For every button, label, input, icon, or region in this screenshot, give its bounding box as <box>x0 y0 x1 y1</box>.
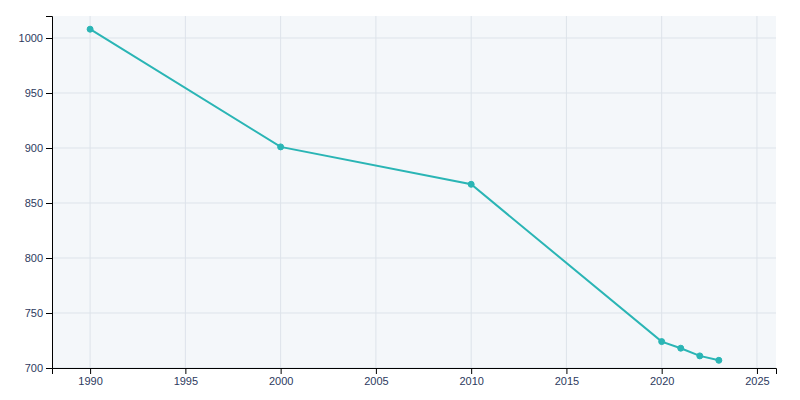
tick-mark <box>376 368 377 374</box>
grid-line <box>52 203 776 204</box>
grid-line <box>280 16 281 368</box>
grid-line <box>566 16 567 368</box>
grid-line <box>185 16 186 368</box>
marks <box>87 26 722 363</box>
grid-line <box>52 93 776 94</box>
tick-label: 700 <box>25 362 43 374</box>
tick: 2020 <box>650 368 674 387</box>
tick: 2000 <box>269 368 293 387</box>
tick: 800 <box>25 252 52 264</box>
tick: 2015 <box>555 368 579 387</box>
tick-label: 2025 <box>745 375 769 387</box>
grid-line <box>471 16 472 368</box>
grid <box>52 16 776 368</box>
tick-mark <box>46 93 52 94</box>
tick: 2005 <box>364 368 388 387</box>
point <box>87 26 93 32</box>
point <box>659 339 665 345</box>
grid-line <box>756 16 757 368</box>
grid-line <box>52 258 776 259</box>
tick-mark <box>90 368 91 374</box>
tick-label: 900 <box>25 142 43 154</box>
tick-label: 1000 <box>19 32 43 44</box>
line <box>90 29 719 360</box>
tick: 850 <box>25 197 52 209</box>
grid-line <box>90 16 91 368</box>
point <box>697 353 703 359</box>
tick-label: 1990 <box>78 375 102 387</box>
tick-mark <box>662 368 663 374</box>
tick-label: 2015 <box>555 375 579 387</box>
plot-background <box>52 16 776 368</box>
tick-mark <box>185 368 186 374</box>
tick-mark <box>46 368 52 369</box>
point <box>678 345 684 351</box>
tick: 950 <box>25 87 52 99</box>
plot: 1990 1995 2000 2005 2010 2015 2020 2025 700 750 80… <box>19 16 777 387</box>
point <box>468 181 474 187</box>
tick-label: 950 <box>25 87 43 99</box>
tick-label: 2000 <box>269 375 293 387</box>
tick: 750 <box>25 307 52 319</box>
grid-line <box>375 16 376 368</box>
tick-mark <box>757 368 758 374</box>
tick-mark <box>471 368 472 374</box>
tick: 1995 <box>174 368 198 387</box>
tick-mark <box>46 258 52 259</box>
tick: 2010 <box>459 368 483 387</box>
tick: 700 <box>25 362 52 374</box>
grid-line <box>52 148 776 149</box>
tick-mark <box>46 38 52 39</box>
tick: 900 <box>25 142 52 154</box>
tick-mark <box>281 368 282 374</box>
grid-line <box>52 38 776 39</box>
tick-mark <box>46 203 52 204</box>
tick-label: 850 <box>25 197 43 209</box>
tick: 1990 <box>78 368 102 387</box>
tick-label: 1995 <box>174 375 198 387</box>
y-axis: 700 750 800 850 900 950 1000 <box>19 17 53 375</box>
grid-line <box>52 313 776 314</box>
axis-line <box>53 369 777 375</box>
tick-mark <box>46 313 52 314</box>
tick: 1000 <box>19 32 52 44</box>
chart: 1990 1995 2000 2005 2010 2015 2020 2025 700 750 80… <box>0 0 800 400</box>
tick-label: 2005 <box>364 375 388 387</box>
tick-mark <box>46 148 52 149</box>
tick-mark <box>566 368 567 374</box>
grid-line <box>661 16 662 368</box>
point <box>716 357 722 363</box>
tick-label: 750 <box>25 307 43 319</box>
tick-label: 2010 <box>459 375 483 387</box>
axis-line <box>46 17 53 369</box>
tick-label: 800 <box>25 252 43 264</box>
tick: 2025 <box>745 368 769 387</box>
x-axis: 1990 1995 2000 2005 2010 2015 2020 2025 <box>53 368 777 387</box>
point <box>278 144 284 150</box>
tick-label: 2020 <box>650 375 674 387</box>
